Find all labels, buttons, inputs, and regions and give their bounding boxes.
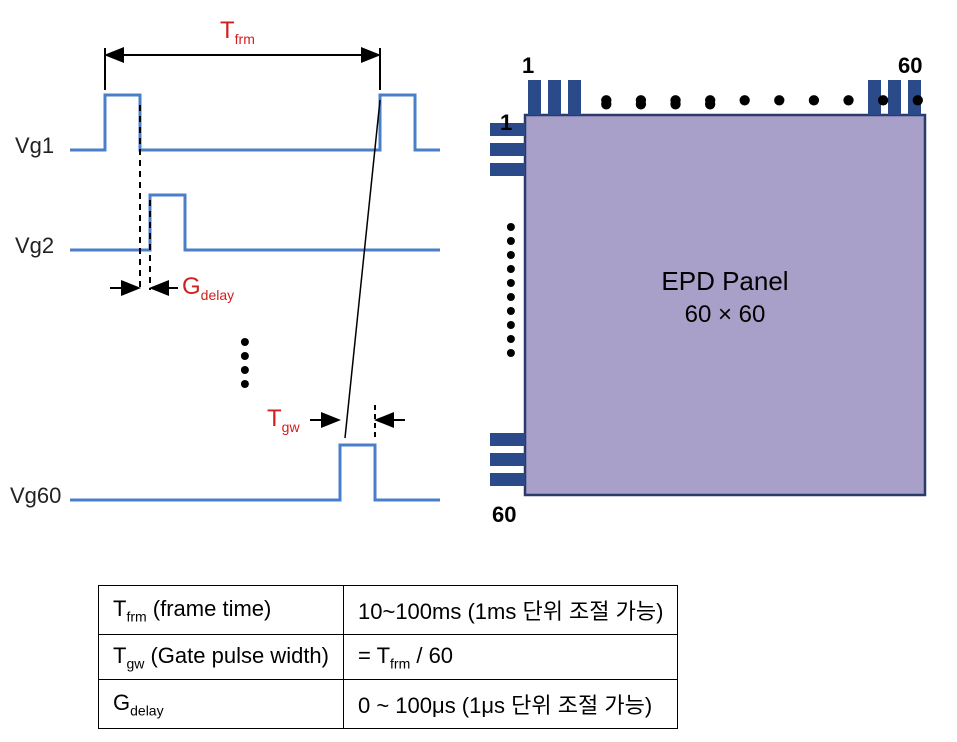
value-cell: 0 ~ 100μs (1μs 단위 조절 가능) <box>344 680 678 729</box>
param-cell: Tgw (Gate pulse width) <box>99 635 344 680</box>
top-label-1: 1 <box>522 53 534 79</box>
left-label-60: 60 <box>492 502 516 528</box>
left-label-1: 1 <box>500 110 512 136</box>
signal-label-vg2: Vg2 <box>15 233 54 259</box>
table-row: Tgw (Gate pulse width) = Tfrm / 60 <box>99 635 678 680</box>
param-table: Tfrm (frame time) 10~100ms (1ms 단위 조절 가능… <box>98 585 678 729</box>
vg2-wave <box>70 195 440 250</box>
table-row: Gdelay 0 ~ 100μs (1μs 단위 조절 가능) <box>99 680 678 729</box>
timing-vertical-dots: •••• <box>240 335 250 391</box>
vg1-wave <box>70 95 440 150</box>
param-cell: Tfrm (frame time) <box>99 586 344 635</box>
gdelay-label: Gdelay <box>182 273 234 303</box>
left-dots: •••••••••• <box>506 220 516 360</box>
top-label-60: 60 <box>898 53 922 79</box>
table-row: Tfrm (frame time) 10~100ms (1ms 단위 조절 가능… <box>99 586 678 635</box>
epd-panel-diagram: 1 60 1 60 EPD Panel 60 × 60 <box>470 30 940 570</box>
diagram-container: Vg1 Vg2 Vg60 Tfrm Gdelay Tgw <box>10 10 947 570</box>
tgw-label: Tgw <box>267 405 300 435</box>
tfrm-label: Tfrm <box>220 17 255 47</box>
top-dots: • • • • • • • • • • • • • • <box>600 98 940 105</box>
signal-label-vg1: Vg1 <box>15 133 54 159</box>
panel-title-2: 60 × 60 <box>685 301 766 328</box>
signal-label-vg60: Vg60 <box>10 483 61 509</box>
timing-diagram: Vg1 Vg2 Vg60 Tfrm Gdelay Tgw <box>10 10 450 570</box>
param-cell: Gdelay <box>99 680 344 729</box>
value-cell: 10~100ms (1ms 단위 조절 가능) <box>344 586 678 635</box>
vg60-wave <box>70 445 440 500</box>
value-cell: = Tfrm / 60 <box>344 635 678 680</box>
panel-title-1: EPD Panel <box>661 266 788 296</box>
